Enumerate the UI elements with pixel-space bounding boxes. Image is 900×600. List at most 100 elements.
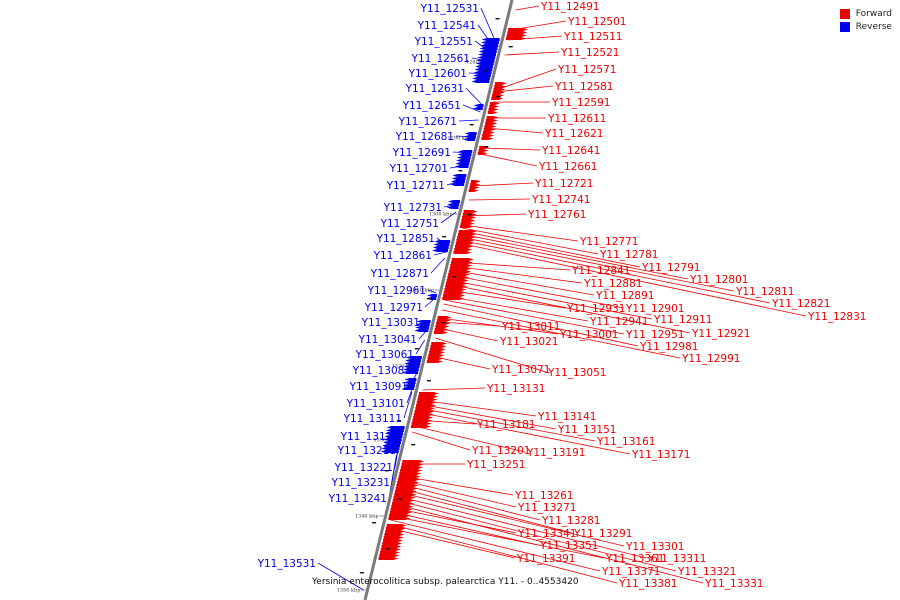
forward-gene-label[interactable]: Y11_13181 [476,419,535,431]
forward-gene-feature[interactable] [463,210,478,213]
reverse-gene-label[interactable]: Y11_12701 [389,163,448,175]
forward-gene-label[interactable]: Y11_13331 [704,578,763,590]
reverse-gene-feature[interactable] [434,240,451,243]
reverse-gene-feature[interactable] [432,246,449,249]
reverse-gene-feature[interactable] [380,450,399,453]
reverse-gene-feature[interactable] [402,371,419,374]
forward-gene-feature[interactable] [427,357,444,360]
reverse-gene-label[interactable]: Y11_12531 [420,3,479,15]
reverse-gene-feature[interactable] [382,441,401,444]
forward-gene-feature[interactable] [381,545,402,548]
forward-gene-label[interactable]: Y11_13051 [547,367,606,379]
forward-gene-label[interactable]: Y11_12951 [625,329,684,341]
forward-gene-label[interactable]: Y11_12801 [689,274,748,286]
reverse-gene-label[interactable]: Y11_13041 [358,334,417,346]
forward-gene-feature[interactable] [477,152,488,155]
reverse-gene-feature[interactable] [446,206,459,209]
forward-gene-label[interactable]: Y11_12591 [551,97,610,109]
forward-gene-feature[interactable] [470,180,481,183]
reverse-gene-feature[interactable] [447,203,460,206]
forward-gene-feature[interactable] [396,484,419,487]
forward-gene-feature[interactable] [410,425,431,428]
forward-gene-feature[interactable] [399,472,422,475]
reverse-gene-label[interactable]: Y11_12961 [367,285,426,297]
forward-gene-label[interactable]: Y11_12501 [567,16,626,28]
forward-gene-feature[interactable] [478,149,489,152]
reverse-gene-feature[interactable] [381,447,400,450]
reverse-gene-label[interactable]: Y11_13221 [334,462,393,474]
forward-gene-label[interactable]: Y11_13021 [499,336,558,348]
forward-gene-feature[interactable] [445,282,468,285]
reverse-gene-feature[interactable] [473,71,492,74]
reverse-gene-feature[interactable] [403,381,416,384]
forward-gene-label[interactable]: Y11_13161 [596,436,655,448]
forward-gene-label[interactable]: Y11_13001 [559,329,618,341]
forward-gene-feature[interactable] [450,264,473,267]
reverse-gene-feature[interactable] [383,438,402,441]
reverse-gene-feature[interactable] [415,326,430,329]
forward-gene-feature[interactable] [378,557,399,560]
reverse-gene-feature[interactable] [402,368,419,371]
reverse-gene-label[interactable]: Y11_12651 [402,100,461,112]
forward-gene-feature[interactable] [395,487,418,490]
forward-gene-label[interactable]: Y11_13311 [647,553,706,565]
forward-gene-feature[interactable] [482,134,495,137]
forward-gene-feature[interactable] [397,478,420,481]
reverse-gene-label[interactable]: Y11_13211 [337,445,396,457]
reverse-gene-feature[interactable] [472,107,483,110]
forward-gene-feature[interactable] [445,285,468,288]
forward-gene-feature[interactable] [394,490,417,493]
forward-gene-label[interactable]: Y11_12981 [639,341,698,353]
forward-gene-label[interactable]: Y11_12991 [681,353,740,365]
forward-gene-label[interactable]: Y11_12741 [531,194,590,206]
forward-gene-label[interactable]: Y11_13371 [601,566,660,578]
forward-gene-feature[interactable] [416,404,437,407]
reverse-gene-feature[interactable] [457,153,472,156]
forward-gene-label[interactable]: Y11_13141 [537,411,596,423]
reverse-gene-feature[interactable] [451,177,466,180]
forward-gene-label[interactable]: Y11_13261 [514,490,573,502]
forward-gene-feature[interactable] [442,294,465,297]
reverse-gene-feature[interactable] [477,56,496,59]
forward-gene-feature[interactable] [485,119,498,122]
reverse-gene-label[interactable]: Y11_12731 [383,202,442,214]
reverse-gene-feature[interactable] [480,41,499,44]
reverse-gene-label[interactable]: Y11_13061 [355,349,414,361]
reverse-gene-feature[interactable] [480,44,499,47]
reverse-gene-feature[interactable] [405,356,422,359]
reverse-gene-feature[interactable] [415,323,430,326]
forward-gene-feature[interactable] [436,322,451,325]
forward-gene-feature[interactable] [385,527,406,530]
forward-gene-feature[interactable] [398,475,421,478]
reverse-gene-label[interactable]: Y11_13231 [331,477,390,489]
forward-gene-feature[interactable] [491,94,504,97]
forward-gene-feature[interactable] [453,251,472,254]
forward-gene-label[interactable]: Y11_13131 [486,383,545,395]
forward-gene-feature[interactable] [412,419,433,422]
forward-gene-feature[interactable] [455,242,474,245]
forward-gene-feature[interactable] [448,273,471,276]
forward-gene-feature[interactable] [416,401,437,404]
forward-gene-feature[interactable] [505,37,526,40]
forward-gene-label[interactable]: Y11_13341 [517,528,576,540]
forward-gene-feature[interactable] [460,222,475,225]
forward-gene-feature[interactable] [397,481,420,484]
forward-gene-feature[interactable] [392,502,415,505]
reverse-gene-label[interactable]: Y11_13031 [361,317,420,329]
forward-gene-feature[interactable] [390,508,413,511]
forward-gene-feature[interactable] [506,34,527,37]
reverse-gene-feature[interactable] [481,38,500,41]
forward-gene-label[interactable]: Y11_13291 [573,528,632,540]
reverse-gene-feature[interactable] [458,150,473,153]
forward-gene-feature[interactable] [415,407,436,410]
forward-gene-feature[interactable] [429,351,446,354]
reverse-gene-feature[interactable] [455,162,470,165]
reverse-gene-feature[interactable] [385,432,404,435]
reverse-gene-label[interactable]: Y11_13111 [343,413,402,425]
forward-gene-feature[interactable] [447,276,470,279]
forward-gene-label[interactable]: Y11_12911 [653,314,712,326]
forward-gene-feature[interactable] [491,97,504,100]
forward-gene-feature[interactable] [431,342,448,345]
forward-gene-feature[interactable] [413,413,434,416]
forward-gene-feature[interactable] [380,551,401,554]
